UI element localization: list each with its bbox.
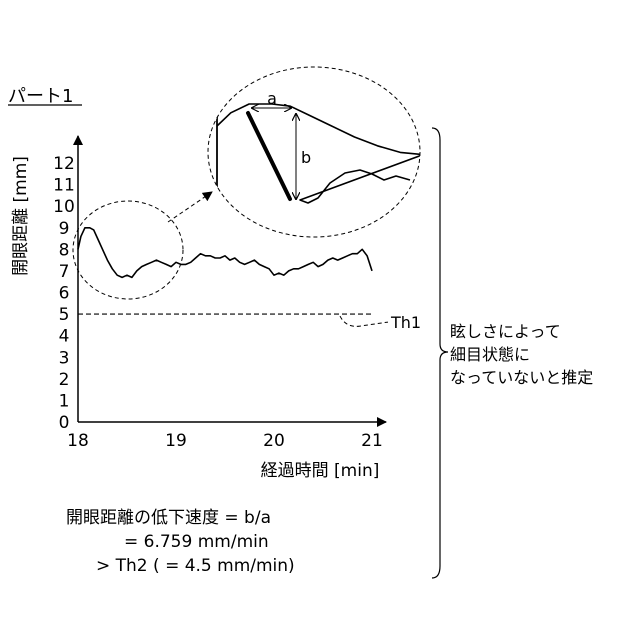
figure-title: パート1 xyxy=(8,86,73,107)
x-tick-label: 21 xyxy=(361,431,383,451)
threshold-label: Th1 xyxy=(390,313,421,332)
y-tick-label: 5 xyxy=(59,305,70,325)
right-bracket xyxy=(432,128,448,578)
x-tick-label: 18 xyxy=(67,431,89,451)
x-tick-label: 20 xyxy=(263,431,285,451)
zoom-connector-arrow xyxy=(168,192,212,222)
y-tick-label: 2 xyxy=(59,370,70,390)
y-tick-label: 12 xyxy=(53,154,75,174)
y-tick-label: 0 xyxy=(59,413,70,433)
y-tick-label: 1 xyxy=(59,391,70,411)
x-axis-label: 経過時間 [min] xyxy=(261,461,380,481)
y-tick-label: 9 xyxy=(59,219,70,239)
bracket-note-line-2: 細目状態に xyxy=(450,345,530,365)
zoom-region-circle xyxy=(73,201,183,299)
bracket-note-line-1: 眩しさによって xyxy=(450,322,561,342)
formula-line-2: = 6.759 mm/min xyxy=(124,532,269,553)
inset-circle xyxy=(208,67,420,237)
dimension-a-label: a xyxy=(267,89,277,108)
y-axis-label: 開眼距離 [mm] xyxy=(11,156,31,276)
x-tick-label: 19 xyxy=(165,431,187,451)
x-tick-labels: 18 19 20 21 xyxy=(67,431,383,451)
y-tick-label: 7 xyxy=(59,262,70,282)
y-tick-label: 11 xyxy=(53,176,75,196)
y-tick-labels: 0123456789101112 xyxy=(53,154,75,433)
y-tick-label: 10 xyxy=(53,197,75,217)
y-tick-label: 6 xyxy=(59,284,70,304)
formula-line-3: > Th2 ( = 4.5 mm/min) xyxy=(96,556,295,577)
bracket-note-line-3: なっていないと推定 xyxy=(450,368,593,388)
threshold-leader-line xyxy=(340,316,388,326)
dimension-b-label: b xyxy=(301,148,311,167)
formula-line-1: 開眼距離の低下速度 = b/a xyxy=(66,508,271,529)
y-tick-label: 3 xyxy=(59,348,70,368)
y-tick-label: 8 xyxy=(59,240,70,260)
y-tick-label: 4 xyxy=(59,327,70,347)
